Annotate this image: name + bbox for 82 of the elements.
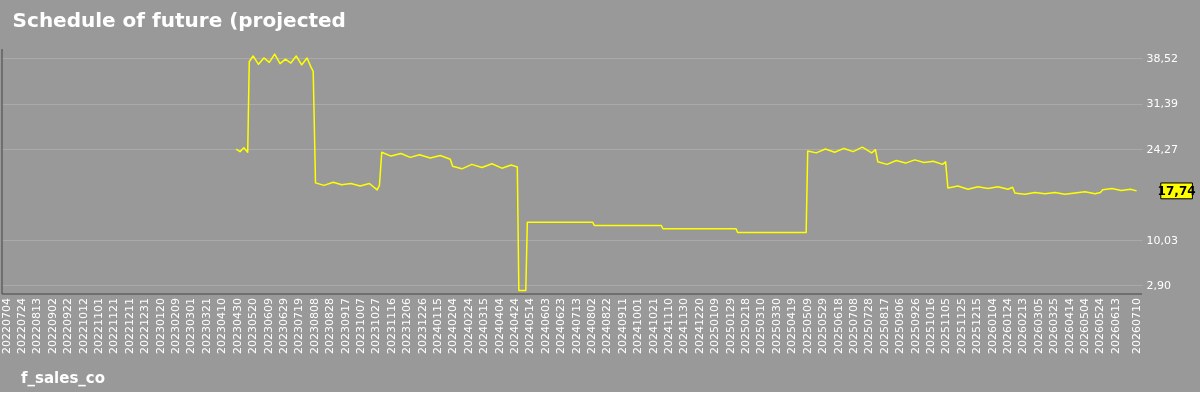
x-tick-label: 20240514: [523, 298, 537, 354]
x-tick-label: 20221012: [76, 298, 90, 354]
x-tick-label: 20240802: [585, 298, 599, 354]
x-tick-label: 20220922: [61, 298, 75, 354]
x-tick-label: 20231116: [384, 298, 398, 354]
x-tick-label: 20230808: [307, 298, 321, 354]
x-tick-label: 20260613: [1108, 298, 1122, 354]
x-tick-label: 20221231: [138, 298, 152, 354]
x-tick-label: 20240822: [600, 298, 614, 354]
x-tick-label: 20240713: [569, 298, 583, 354]
x-tick-label: 20250129: [723, 298, 737, 354]
x-tick-label: 20231007: [353, 298, 367, 354]
x-tick-label: 20241021: [646, 298, 660, 354]
x-tick-label: 20250618: [831, 298, 845, 354]
x-tick-label: 20260104: [985, 298, 999, 354]
x-tick-label: 20230120: [153, 298, 167, 354]
y-tick-label: 31,39: [1146, 97, 1178, 111]
x-tick-label: 20230520: [246, 298, 260, 354]
x-tick-label: 20230719: [292, 298, 306, 354]
x-tick-label: 20230321: [199, 298, 213, 354]
x-tick-label: 20221121: [107, 298, 121, 354]
x-tick-label: 20241130: [677, 298, 691, 354]
x-tick-label: 20241220: [692, 298, 706, 354]
x-tick-label: 20251105: [939, 298, 953, 354]
x-tick-label: 20220724: [15, 298, 29, 354]
x-tick-label: 20230430: [230, 298, 244, 354]
x-tick-label: 20260305: [1031, 298, 1045, 354]
x-tick-label: 20221211: [122, 298, 136, 354]
x-tick-label: 20260325: [1047, 298, 1061, 354]
x-tick-label: 20221101: [92, 298, 106, 354]
x-tick-label: 20220813: [30, 298, 44, 354]
x-tick-label: 20250817: [877, 298, 891, 354]
x-tick-label: 20250109: [708, 298, 722, 354]
x-tick-label: 20240204: [446, 298, 460, 354]
chart-title: Schedule of future (projected: [12, 7, 346, 32]
text: f_sales_co: [21, 368, 106, 387]
x-tick-label: 20250926: [908, 298, 922, 354]
x-tick-label: 20220704: [0, 298, 13, 354]
y-tick-label: 2,90: [1146, 278, 1171, 292]
x-tick-label: 20231226: [415, 298, 429, 354]
x-tick-label: 20231206: [400, 298, 414, 354]
x-tick-label: 20250708: [846, 298, 860, 354]
x-tick-label: 20250330: [769, 298, 783, 354]
x-tick-label: 20260414: [1062, 298, 1076, 354]
y-tick-label: 24,27: [1146, 142, 1178, 156]
x-tick-label: 20230629: [276, 298, 290, 354]
x-tick-label: 20230609: [261, 298, 275, 354]
y-tick-label: 10,03: [1146, 233, 1178, 247]
x-tick-label: 20250218: [739, 298, 753, 354]
x-tick-label: 20231027: [369, 298, 383, 354]
x-tick-label: 20240315: [477, 298, 491, 354]
x-tick-label: 20220902: [45, 298, 59, 354]
x-tick-label: 20240404: [492, 298, 506, 354]
x-tick-label: 20250419: [785, 298, 799, 354]
x-tick-label: 20250310: [754, 298, 768, 354]
x-tick-label: 20250728: [862, 298, 876, 354]
x-tick-label: 20230209: [169, 298, 183, 354]
x-tick-label: 20230828: [323, 298, 337, 354]
x-tick-label: 20240224: [461, 298, 475, 354]
x-tick-label: 20260710: [1129, 298, 1143, 354]
x-tick-label: 20260524: [1093, 298, 1107, 354]
x-tick-label: 20240623: [554, 298, 568, 354]
x-tick-label: 20240603: [538, 298, 552, 354]
x-tick-label: 20250529: [816, 298, 830, 354]
x-tick-label: 20240911: [615, 298, 629, 354]
x-tick-label: 20241001: [631, 298, 645, 354]
x-tick-label: 20250509: [800, 298, 814, 354]
x-tick-label: 20240115: [430, 298, 444, 354]
line-series: [235, 53, 1138, 292]
x-tick-label: 20251125: [954, 298, 968, 354]
x-tick-label: 20260213: [1016, 298, 1030, 354]
x-tick-label: 20240424: [508, 298, 521, 354]
x-tick-label: 20230917: [338, 298, 352, 354]
x-tick-label: 20250906: [893, 298, 907, 354]
x-tick-label: 20251016: [923, 298, 937, 354]
x-tick-label: 20230410: [215, 298, 229, 354]
x-tick-label: 20241110: [662, 298, 676, 354]
x-tick-label: 20260124: [1000, 298, 1014, 354]
x-tick-label: 20230301: [184, 298, 198, 354]
x-tick-label: 20260504: [1078, 298, 1091, 354]
x-tick-label: 20251215: [970, 298, 984, 354]
y-tick-label: 38,52: [1146, 51, 1178, 65]
